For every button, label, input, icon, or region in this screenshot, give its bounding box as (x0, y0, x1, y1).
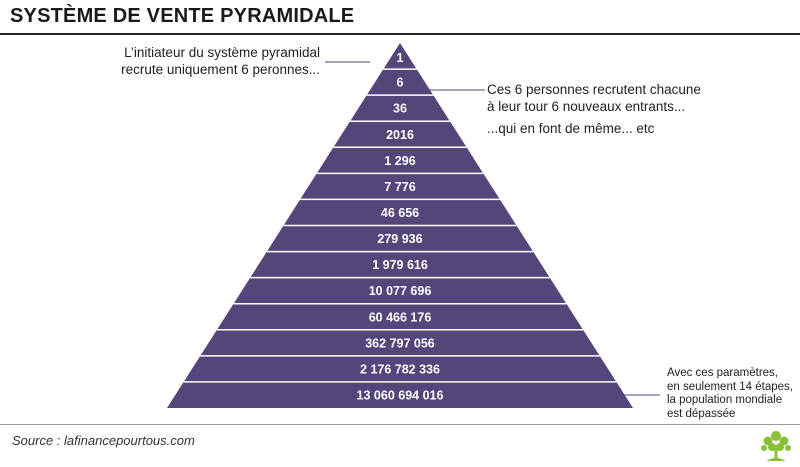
pyramid-level: 2 176 782 336 (183, 355, 617, 382)
level-value-label: 36 (393, 102, 407, 116)
annotation-line: ...qui en font de même... etc (487, 121, 655, 136)
source-credit: Source : lafinancepourtous.com (12, 433, 195, 448)
pyramid-band (366, 69, 434, 96)
annotation-line: recrute uniquement 6 peronnes... (121, 62, 320, 77)
pyramid-level: 10 077 696 (233, 276, 567, 304)
pyramid-level: 13 060 694 016 (167, 381, 633, 408)
level-value-label: 6 (397, 76, 404, 90)
tree-icon (761, 431, 791, 461)
pyramid-band (183, 355, 617, 382)
annotation-line: L’initiateur du système pyramidal (124, 45, 320, 60)
pyramid-level: 36 (350, 94, 450, 122)
pyramid-band (383, 43, 417, 70)
level-value-label: 7 776 (384, 180, 415, 194)
pyramid-band (250, 251, 550, 278)
annotation-initiator: L’initiateur du système pyramidal recrut… (115, 44, 320, 78)
pyramid-level: 1 979 616 (250, 250, 550, 278)
pyramid-band (266, 225, 534, 252)
pyramid-band (316, 147, 484, 174)
pyramid-level: 60 466 176 (216, 302, 584, 330)
page-title: SYSTÈME DE VENTE PYRAMIDALE (10, 5, 355, 27)
pyramid-band (283, 199, 517, 226)
annotation-line: est dépassée (667, 407, 736, 420)
annotation-line: la population mondiale (667, 394, 783, 406)
pyramid-band (233, 277, 567, 304)
pyramid-band (333, 121, 467, 148)
level-value-label: 2016 (386, 128, 414, 142)
pyramid-level: 1 (383, 43, 417, 70)
level-value-label: 2 176 782 336 (360, 362, 440, 376)
annotation-world-population: Avec ces paramètres, en seulement 14 éta… (667, 367, 797, 421)
annotation-line: en seulement 14 étapes, (667, 380, 793, 393)
title-underline (0, 33, 800, 35)
pyramid-level: 46 656 (283, 198, 517, 226)
pyramid-level: 6 (366, 68, 434, 96)
annotation-line: à leur tour 6 nouveaux entrants... (487, 99, 686, 114)
level-value-label: 46 656 (381, 206, 419, 220)
pyramid-level: 1 296 (316, 146, 484, 174)
pyramid-band (200, 329, 600, 356)
pyramid-band (216, 303, 584, 330)
pyramid-level: 2016 (333, 120, 467, 148)
pyramid-level: 279 936 (266, 224, 534, 252)
level-value-label: 13 060 694 016 (357, 388, 444, 402)
level-value-label: 10 077 696 (369, 284, 432, 298)
level-value-label: 279 936 (377, 232, 422, 246)
pyramid-band (350, 95, 450, 122)
annotation-line: Ces 6 personnes recrutent chacune (487, 82, 701, 97)
pyramid-level: 362 797 056 (200, 329, 600, 356)
footer-divider (0, 424, 800, 425)
level-value-label: 1 979 616 (372, 258, 428, 272)
level-value-label: 1 (397, 51, 404, 65)
pyramid-band (300, 173, 500, 200)
level-value-label: 362 797 056 (365, 336, 435, 350)
level-value-label: 1 296 (384, 154, 415, 168)
level-value-label: 60 466 176 (369, 310, 432, 324)
annotation-line: Avec ces paramètres, (667, 367, 779, 379)
pyramid-band (167, 381, 633, 408)
pyramid-level: 7 776 (300, 172, 500, 200)
annotation-recruitment: Ces 6 personnes recrutent chacune à leur… (487, 81, 717, 137)
